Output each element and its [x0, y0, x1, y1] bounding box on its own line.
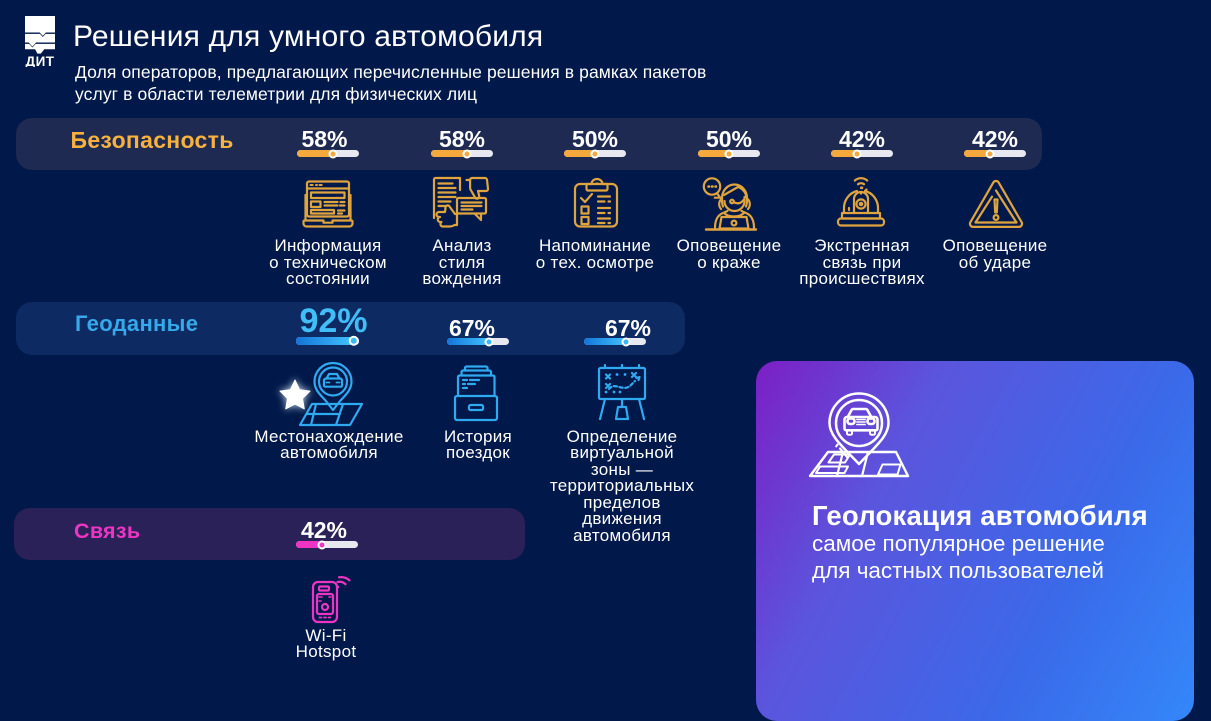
svg-text:ДИТ: ДИТ: [25, 54, 54, 67]
